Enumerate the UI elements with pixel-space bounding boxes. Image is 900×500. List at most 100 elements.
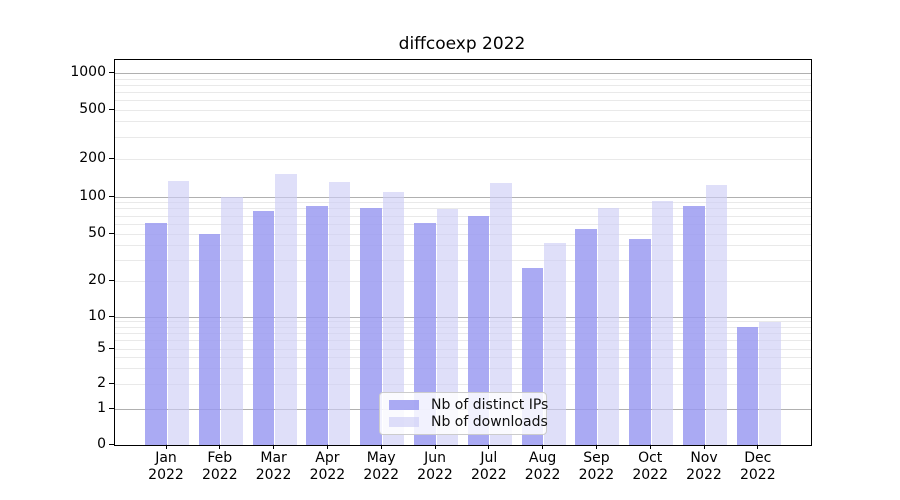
bar-distinct-ips-apr <box>306 206 328 445</box>
y-tick-label: 1000 <box>70 64 106 80</box>
x-tick-mark <box>165 444 167 449</box>
x-tick-label: Nov 2022 <box>669 450 739 483</box>
bar-distinct-ips-may <box>360 207 382 445</box>
legend-label-downloads: Nb of downloads <box>431 414 548 430</box>
y-tick-label: 1 <box>97 399 106 416</box>
bar-downloads-jan <box>167 180 189 445</box>
y-gridline-minor <box>115 223 811 225</box>
bar-distinct-ips-oct <box>629 239 651 445</box>
bar-downloads-jun <box>436 208 458 445</box>
legend-label-distinct-ips: Nb of distinct IPs <box>431 397 549 413</box>
y-tick-label: 20 <box>88 271 106 288</box>
x-tick-month: Mar <box>260 450 287 466</box>
x-tick-year: 2022 <box>363 466 399 483</box>
x-tick-month: Oct <box>638 450 663 466</box>
y-gridline-minor <box>115 340 811 342</box>
y-gridline-minor <box>115 91 811 93</box>
x-tick-label: Apr 2022 <box>292 450 362 483</box>
y-gridline-minor <box>115 215 811 217</box>
x-tick-year: 2022 <box>739 466 776 483</box>
x-tick-mark <box>488 444 490 449</box>
y-gridline-minor <box>115 202 811 204</box>
x-tick-month: Jul <box>480 450 498 466</box>
y-tick-mark <box>109 382 114 384</box>
bar-downloads-mar <box>275 174 297 445</box>
y-gridline-minor <box>115 136 811 138</box>
y-tick-label: 2 <box>97 374 106 391</box>
y-tick-label: 100 <box>79 187 106 204</box>
x-tick-year: 2022 <box>255 466 292 483</box>
x-tick-label: Aug 2022 <box>508 450 578 483</box>
y-gridline-minor <box>115 99 811 101</box>
x-tick-mark <box>542 444 544 449</box>
bar-downloads-aug <box>544 242 566 445</box>
x-tick-mark <box>703 444 705 449</box>
y-gridline-minor <box>115 280 811 282</box>
bar-downloads-nov <box>705 185 727 445</box>
y-tick-label: 50 <box>88 224 106 241</box>
x-tick-month: Nov <box>690 450 718 466</box>
y-gridline-minor <box>115 383 811 385</box>
x-tick-month: Dec <box>744 450 772 466</box>
x-tick-month: Jan <box>155 450 177 466</box>
x-tick-label: Sep 2022 <box>561 450 631 483</box>
x-tick-label: Jan 2022 <box>131 450 201 483</box>
y-tick-label: 0 <box>97 435 106 452</box>
bar-distinct-ips-feb <box>198 234 221 445</box>
x-tick-label: Oct 2022 <box>615 450 685 483</box>
y-gridline-minor <box>115 321 811 323</box>
y-gridline-major <box>115 73 811 74</box>
x-tick-month: Aug <box>528 450 557 466</box>
y-tick-label: 200 <box>79 149 106 166</box>
bar-downloads-may <box>382 191 405 445</box>
y-tick-label: 500 <box>79 100 106 117</box>
y-tick-mark <box>109 157 114 159</box>
x-tick-label: Jun 2022 <box>400 450 470 483</box>
x-tick-label: Mar 2022 <box>239 450 309 483</box>
legend-swatch-ips-icon <box>389 400 419 410</box>
y-gridline-minor <box>115 78 811 80</box>
y-tick-mark <box>109 315 114 317</box>
y-tick-mark <box>109 232 114 234</box>
plot-area <box>114 59 812 446</box>
y-gridline-minor <box>115 368 811 370</box>
y-gridline-minor <box>115 332 811 334</box>
bar-distinct-ips-jul <box>467 216 490 445</box>
x-tick-mark <box>757 444 759 449</box>
bar-downloads-oct <box>651 201 674 445</box>
y-tick-mark <box>109 443 114 445</box>
y-tick-label: 5 <box>97 339 106 356</box>
legend-item-downloads: Nb of downloads <box>389 414 548 430</box>
bar-distinct-ips-dec <box>736 327 759 445</box>
y-gridline-minor <box>115 208 811 210</box>
bar-distinct-ips-nov <box>683 206 705 445</box>
bar-distinct-ips-jun <box>414 223 436 445</box>
bar-distinct-ips-sep <box>575 228 597 445</box>
y-gridline-minor <box>115 233 811 235</box>
x-tick-month: Jun <box>424 450 446 466</box>
x-tick-label: Jul 2022 <box>454 450 524 483</box>
x-tick-year: 2022 <box>524 466 561 483</box>
x-tick-month: Apr <box>315 450 340 466</box>
x-tick-year: 2022 <box>686 466 722 483</box>
y-gridline-minor <box>115 326 811 328</box>
y-gridline-minor <box>115 84 811 86</box>
y-tick-mark <box>109 72 114 73</box>
y-tick-mark <box>109 108 114 110</box>
bar-downloads-sep <box>597 208 620 445</box>
bar-downloads-apr <box>328 182 351 445</box>
x-tick-mark <box>595 444 597 449</box>
x-tick-mark <box>219 444 221 449</box>
x-tick-year: 2022 <box>470 466 507 483</box>
y-gridline-minor <box>115 259 811 261</box>
bar-downloads-jul <box>490 183 512 445</box>
y-tick-mark <box>109 279 114 281</box>
y-gridline-minor <box>115 357 811 359</box>
x-tick-year: 2022 <box>201 466 238 483</box>
x-tick-year: 2022 <box>148 466 184 483</box>
y-tick-mark <box>109 195 114 197</box>
y-gridline-minor <box>115 109 811 111</box>
x-tick-mark <box>434 444 436 449</box>
legend-item-distinct-ips: Nb of distinct IPs <box>389 397 548 413</box>
y-tick-mark <box>109 407 114 409</box>
